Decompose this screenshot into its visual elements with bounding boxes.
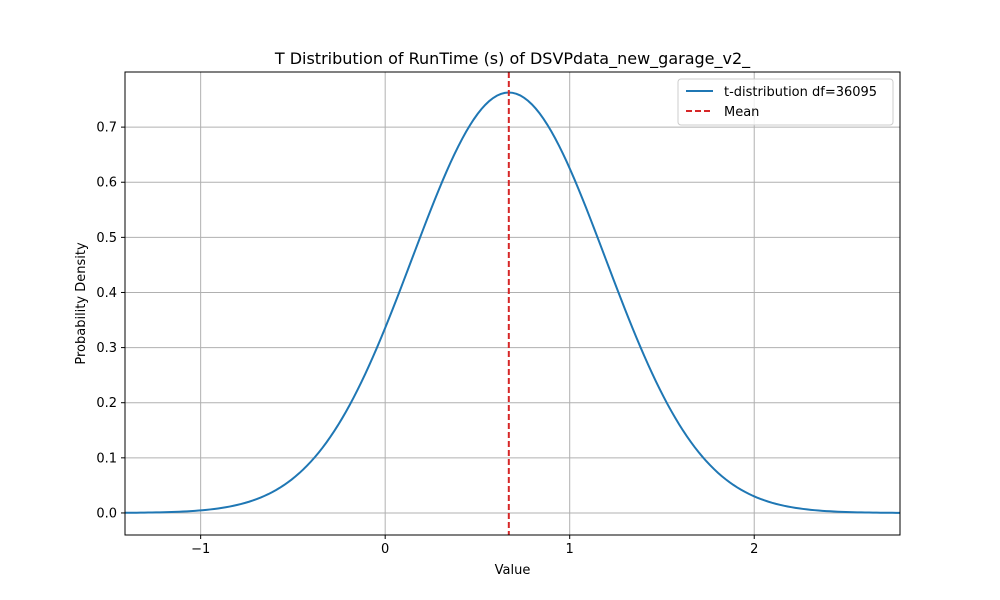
y-tick-label: 0.5	[96, 231, 117, 246]
grid	[125, 72, 900, 535]
legend-box	[677, 78, 894, 126]
x-tick-label: 1	[566, 542, 574, 557]
y-tick-label: 0.6	[96, 176, 117, 191]
y-tick-label: 0.1	[96, 451, 117, 466]
y-tick-label: 0.7	[96, 121, 117, 136]
x-axis-label: Value	[495, 563, 531, 578]
ticks: −1 0 1 2 0.0 0.1 0.2 0.3 0.4 0.5 0.6 0.7	[96, 121, 758, 557]
series-line-t-distribution	[124, 91, 901, 514]
legend: t-distribution df=36095 Mean	[677, 78, 894, 126]
y-tick-label: 0.0	[96, 506, 117, 521]
x-tick-label: −1	[191, 542, 210, 557]
axes-frame	[124, 71, 901, 536]
chart-title: T Distribution of RunTime (s) of DSVPdat…	[274, 49, 751, 69]
y-axis-label: Probability Density	[74, 242, 89, 365]
plot-area	[124, 72, 901, 535]
x-tick-label: 0	[381, 542, 389, 557]
y-tick-label: 0.4	[96, 286, 117, 301]
y-tick-label: 0.2	[96, 396, 117, 411]
legend-label-mean: Mean	[724, 105, 759, 120]
x-tick-label: 2	[750, 542, 758, 557]
legend-label-t-distribution: t-distribution df=36095	[724, 85, 877, 100]
y-tick-label: 0.3	[96, 341, 117, 356]
